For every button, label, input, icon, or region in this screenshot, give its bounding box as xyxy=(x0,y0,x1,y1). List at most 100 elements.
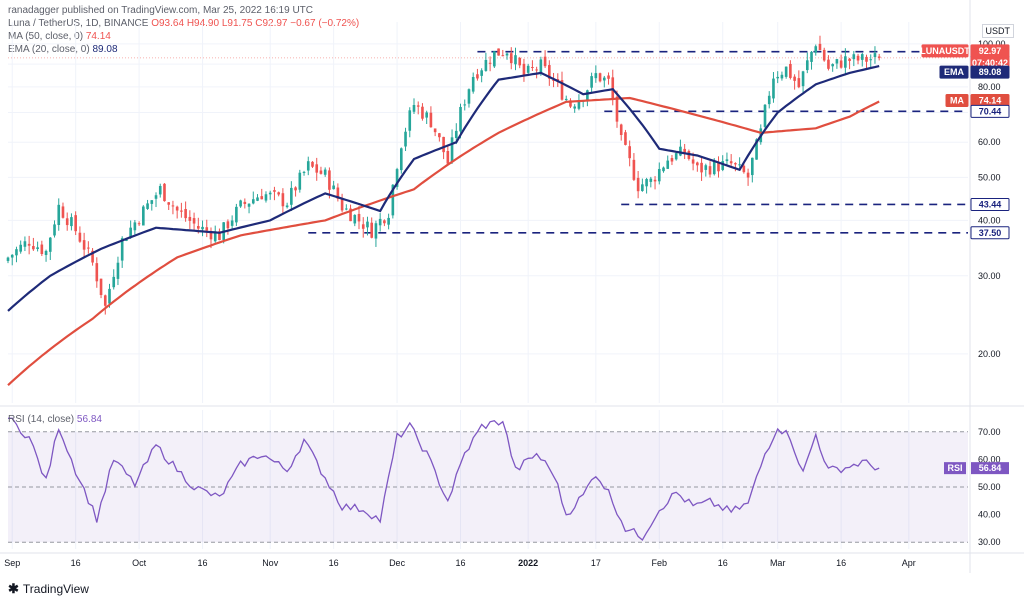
candle-body xyxy=(40,244,44,255)
candle-body xyxy=(65,218,69,226)
time-axis[interactable]: Sep 16 Oct 16 Nov 16 Dec 16 2022 17 Feb 16 Mar 16 Apr xyxy=(4,558,916,568)
candle-body xyxy=(535,69,538,71)
price-tag-text: MA xyxy=(950,95,964,105)
symbol-name[interactable]: Luna / TetherUS, 1D, BINANCE xyxy=(8,18,149,29)
rsi-axis[interactable]: 70.00 60.00 50.00 40.00 30.00 xyxy=(978,427,1001,547)
candle-body xyxy=(137,223,141,225)
candle-body xyxy=(78,232,82,242)
candle-body xyxy=(27,243,31,246)
candle-body xyxy=(526,65,530,73)
candle-body xyxy=(294,187,297,191)
price-tag-text: 70.44 xyxy=(979,106,1002,116)
candle-body xyxy=(539,59,543,74)
candle-body xyxy=(15,249,18,256)
candle-body xyxy=(188,216,192,221)
candle-body xyxy=(235,206,238,223)
candle-body xyxy=(201,226,204,230)
candle-body xyxy=(501,55,505,57)
candle-body xyxy=(742,165,746,173)
candle-body xyxy=(662,167,665,172)
candle-body xyxy=(319,170,323,174)
time-tick-label: 2022 xyxy=(518,558,538,568)
candle-body xyxy=(793,76,796,81)
ma-legend-value: 74.14 xyxy=(85,31,111,42)
candle-body xyxy=(746,172,750,178)
candle-body xyxy=(679,146,682,156)
candle-body xyxy=(463,104,467,106)
candle-body xyxy=(865,56,868,62)
candle-body xyxy=(755,139,758,160)
candle-body xyxy=(260,196,264,200)
candle-body xyxy=(361,224,365,229)
candle-body xyxy=(548,65,551,79)
currency-badge[interactable]: USDT xyxy=(981,24,1014,38)
time-tick-label: 16 xyxy=(836,558,846,568)
tradingview-wordmark: TradingView xyxy=(22,582,89,596)
candle-body xyxy=(154,195,158,199)
candle-body xyxy=(852,54,856,60)
candle-body xyxy=(196,226,200,229)
candle-body xyxy=(653,179,657,182)
candle-body xyxy=(290,187,293,205)
rsi-tick-label: 50.00 xyxy=(978,482,1001,492)
candle-body xyxy=(738,164,741,166)
ma-legend-label: MA (50, close, 0) xyxy=(8,31,84,42)
candle-body xyxy=(666,160,670,169)
time-tick-label: Oct xyxy=(132,558,147,568)
candle-body xyxy=(239,200,242,207)
candle-body xyxy=(784,66,788,77)
grid xyxy=(0,0,1024,573)
price-tag-text: LUNAUSDT xyxy=(920,46,970,56)
candle-body xyxy=(125,239,128,241)
candle-body xyxy=(429,112,433,128)
candle-body xyxy=(818,43,822,51)
candle-body xyxy=(586,90,589,101)
candle-body xyxy=(366,221,369,228)
candle-body xyxy=(696,162,699,166)
candle-body xyxy=(632,159,636,180)
time-tick-label: 16 xyxy=(71,558,81,568)
candle-body xyxy=(704,165,708,170)
candle-body xyxy=(505,53,509,56)
tradingview-icon: ✱ xyxy=(8,581,19,596)
ema-legend[interactable]: EMA (20, close, 0) 89.08 xyxy=(8,43,359,56)
candle-body xyxy=(184,209,187,219)
candle-body xyxy=(357,213,361,222)
candle-body xyxy=(264,194,268,201)
rsi-legend[interactable]: RSI (14, close) 56.84 xyxy=(8,414,102,425)
tradingview-logo[interactable]: ✱ TradingView xyxy=(8,581,89,597)
price-tag-bg xyxy=(945,93,969,107)
candle-body xyxy=(167,202,171,205)
candle-body xyxy=(645,179,648,187)
candle-body xyxy=(531,66,534,68)
price-tick-label: 50.00 xyxy=(978,172,1001,182)
candle-body xyxy=(691,159,695,164)
candle-body xyxy=(171,205,175,207)
candle-body xyxy=(395,169,399,187)
candle-body xyxy=(827,59,830,69)
candle-body xyxy=(82,240,86,250)
candle-body xyxy=(412,105,416,112)
candle-body xyxy=(425,112,428,118)
candle-body xyxy=(564,98,568,101)
candle-body xyxy=(142,206,145,226)
publisher-line: ranadagger published on TradingView.com,… xyxy=(8,5,314,16)
price-tag-bg xyxy=(939,65,969,79)
candle-body xyxy=(497,48,500,56)
candle-body xyxy=(873,53,877,57)
candle-body xyxy=(336,187,340,199)
rsi-tick-label: 60.00 xyxy=(978,454,1001,464)
price-tag-bg xyxy=(970,226,1010,240)
candle-body xyxy=(311,161,314,167)
candle-body xyxy=(814,46,818,53)
candle-body xyxy=(577,100,581,109)
ohlc-close: C92.97 xyxy=(255,18,288,29)
price-tick-label: 60.00 xyxy=(978,137,1001,147)
candle-body xyxy=(657,168,661,182)
time-tick-label: Dec xyxy=(389,558,406,568)
candle-body xyxy=(433,128,437,133)
candle-body xyxy=(103,295,107,306)
ma-legend[interactable]: MA (50, close, 0) 74.14 xyxy=(8,30,359,43)
candle-body xyxy=(281,193,285,207)
